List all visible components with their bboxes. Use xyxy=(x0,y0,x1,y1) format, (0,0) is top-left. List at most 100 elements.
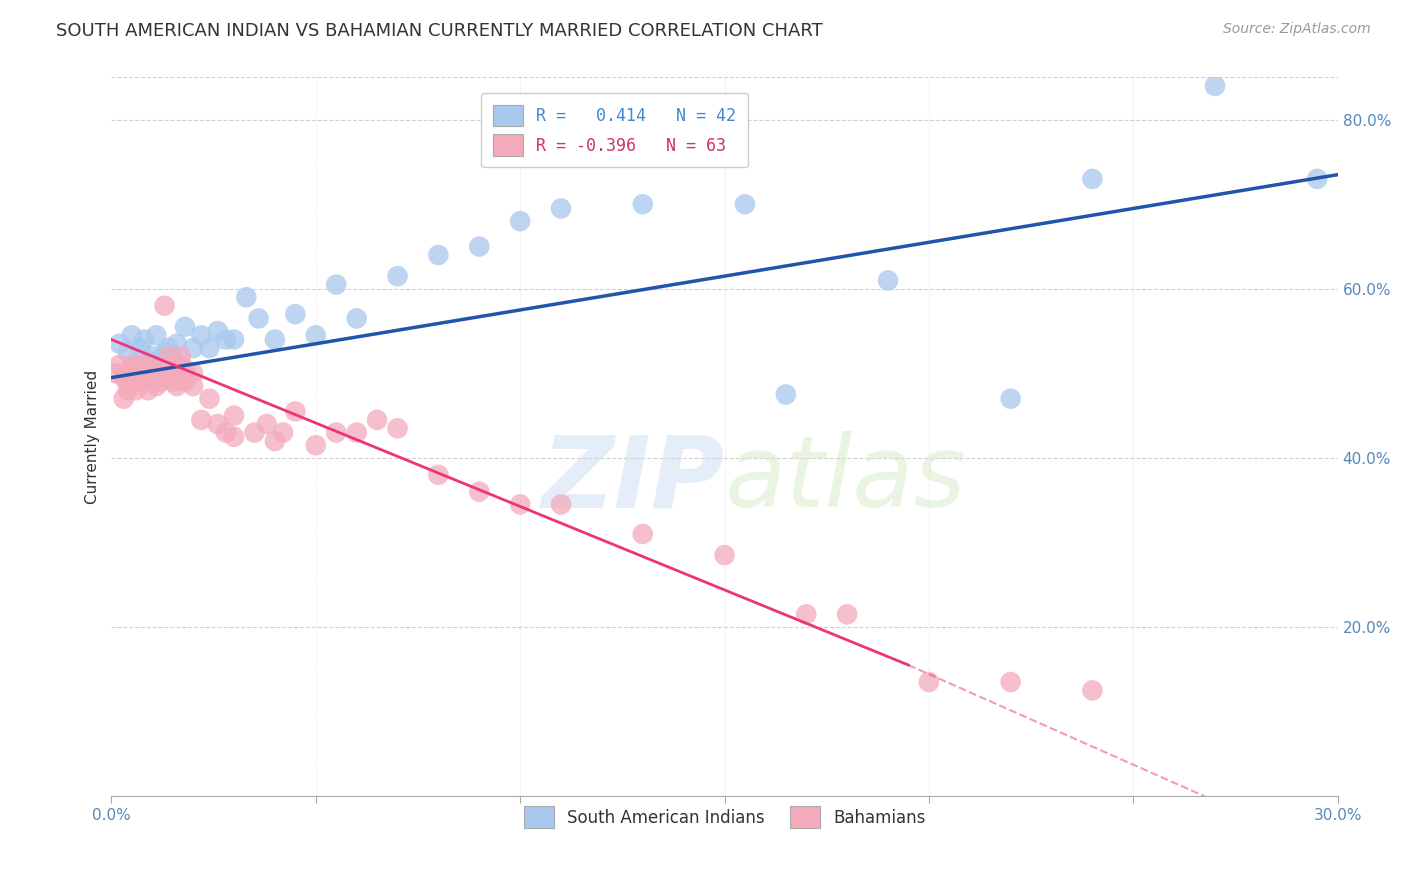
Point xyxy=(468,484,491,499)
Point xyxy=(166,362,188,376)
Point xyxy=(157,341,180,355)
Point xyxy=(325,425,347,440)
Text: Source: ZipAtlas.com: Source: ZipAtlas.com xyxy=(1223,22,1371,37)
Point xyxy=(877,273,900,287)
Point xyxy=(215,425,238,440)
Point xyxy=(125,384,148,398)
Point xyxy=(1000,392,1022,406)
Point xyxy=(136,358,159,372)
Point xyxy=(174,362,197,376)
Point xyxy=(121,367,143,381)
Point xyxy=(153,299,176,313)
Legend: South American Indians, Bahamians: South American Indians, Bahamians xyxy=(517,800,932,835)
Point xyxy=(550,497,572,511)
Point xyxy=(271,425,294,440)
Point xyxy=(243,425,266,440)
Point xyxy=(166,336,188,351)
Point xyxy=(149,358,172,372)
Point xyxy=(170,358,193,372)
Point xyxy=(387,421,409,435)
Point xyxy=(153,345,176,359)
Point xyxy=(121,375,143,389)
Point xyxy=(215,333,238,347)
Point xyxy=(108,358,131,372)
Point xyxy=(264,333,287,347)
Point xyxy=(734,197,756,211)
Point xyxy=(129,358,152,372)
Point xyxy=(141,367,163,381)
Point xyxy=(129,341,152,355)
Point xyxy=(346,311,368,326)
Point xyxy=(162,358,184,372)
Point xyxy=(794,607,817,622)
Text: ZIP: ZIP xyxy=(541,432,724,528)
Point xyxy=(149,367,172,381)
Point xyxy=(1081,172,1104,186)
Point xyxy=(181,367,204,381)
Point xyxy=(305,328,328,343)
Point xyxy=(509,214,531,228)
Point xyxy=(207,417,229,431)
Point xyxy=(125,370,148,384)
Point xyxy=(207,324,229,338)
Point xyxy=(145,328,167,343)
Point xyxy=(222,409,245,423)
Point xyxy=(117,345,139,359)
Point xyxy=(149,375,172,389)
Point xyxy=(181,341,204,355)
Point xyxy=(222,430,245,444)
Point xyxy=(247,311,270,326)
Point xyxy=(366,413,388,427)
Point xyxy=(181,379,204,393)
Point xyxy=(162,375,184,389)
Point xyxy=(121,328,143,343)
Point xyxy=(387,269,409,284)
Point xyxy=(157,350,180,364)
Point xyxy=(129,375,152,389)
Point xyxy=(346,425,368,440)
Point xyxy=(256,417,278,431)
Point xyxy=(631,527,654,541)
Point xyxy=(141,375,163,389)
Y-axis label: Currently Married: Currently Married xyxy=(86,369,100,504)
Point xyxy=(235,290,257,304)
Point xyxy=(222,333,245,347)
Point xyxy=(117,384,139,398)
Point xyxy=(112,392,135,406)
Point xyxy=(305,438,328,452)
Point xyxy=(170,350,193,364)
Point xyxy=(174,319,197,334)
Point xyxy=(918,675,941,690)
Point xyxy=(136,384,159,398)
Point xyxy=(284,307,307,321)
Point xyxy=(427,248,450,262)
Point xyxy=(468,239,491,253)
Point xyxy=(264,434,287,448)
Point xyxy=(509,497,531,511)
Point xyxy=(713,548,735,562)
Point xyxy=(1204,78,1226,93)
Point xyxy=(132,370,155,384)
Point xyxy=(145,362,167,376)
Point xyxy=(174,375,197,389)
Point xyxy=(157,370,180,384)
Point xyxy=(141,350,163,364)
Point xyxy=(775,387,797,401)
Point xyxy=(166,379,188,393)
Text: SOUTH AMERICAN INDIAN VS BAHAMIAN CURRENTLY MARRIED CORRELATION CHART: SOUTH AMERICAN INDIAN VS BAHAMIAN CURREN… xyxy=(56,22,823,40)
Point xyxy=(190,328,212,343)
Point xyxy=(132,333,155,347)
Text: atlas: atlas xyxy=(724,432,966,528)
Point xyxy=(121,358,143,372)
Point xyxy=(125,358,148,372)
Point xyxy=(198,392,221,406)
Point xyxy=(117,375,139,389)
Point xyxy=(132,362,155,376)
Point xyxy=(325,277,347,292)
Point xyxy=(1306,172,1329,186)
Point xyxy=(837,607,859,622)
Point xyxy=(631,197,654,211)
Point xyxy=(145,379,167,393)
Point xyxy=(153,367,176,381)
Point xyxy=(104,367,127,381)
